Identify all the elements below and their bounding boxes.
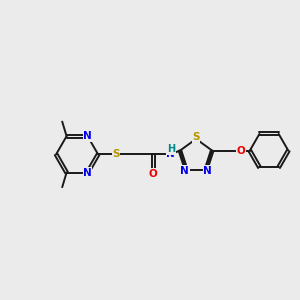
Text: N: N bbox=[83, 131, 92, 141]
Text: N: N bbox=[203, 166, 212, 176]
Text: N: N bbox=[83, 168, 92, 178]
Text: O: O bbox=[149, 169, 158, 179]
Text: N: N bbox=[180, 166, 189, 176]
Text: S: S bbox=[112, 149, 120, 159]
Text: S: S bbox=[192, 133, 200, 142]
Text: H: H bbox=[167, 144, 175, 154]
Text: H: H bbox=[167, 148, 176, 158]
Text: O: O bbox=[237, 146, 246, 156]
Text: N: N bbox=[166, 149, 175, 159]
